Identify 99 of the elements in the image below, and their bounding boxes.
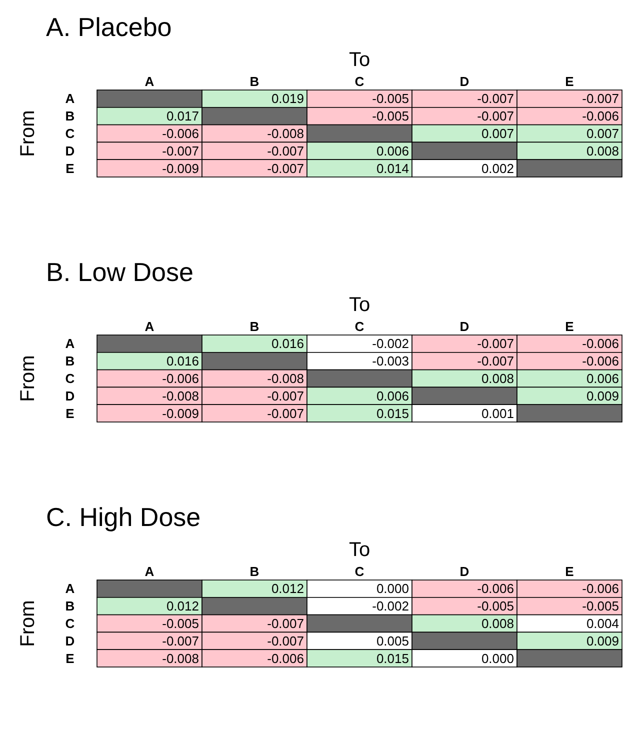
- y-tick-label: E: [66, 650, 75, 666]
- x-tick-label: A: [144, 319, 155, 334]
- data-label: 0.015: [376, 406, 409, 421]
- data-label: 0.015: [376, 650, 409, 666]
- data-label: -0.006: [582, 108, 619, 124]
- y-tick-label: D: [65, 143, 75, 158]
- x-tick-label: C: [354, 319, 365, 334]
- x-tick-label: D: [460, 74, 470, 89]
- chart-title: C. High Dose: [46, 502, 201, 532]
- data-label: -0.009: [162, 406, 199, 421]
- data-label: 0.017: [166, 108, 199, 124]
- data-label: -0.003: [372, 354, 409, 369]
- data-label: 0.002: [481, 160, 514, 176]
- data-label: -0.006: [582, 336, 619, 352]
- x-tick-label: A: [144, 74, 155, 89]
- x-tick-label: B: [250, 564, 260, 579]
- data-label: -0.007: [267, 406, 304, 421]
- data-label: -0.007: [162, 143, 199, 158]
- data-label: -0.005: [372, 108, 409, 124]
- y-tick-label: E: [66, 160, 75, 176]
- y-tick-label: E: [66, 406, 75, 421]
- data-label: 0.012: [166, 598, 199, 614]
- data-label: -0.005: [162, 616, 199, 631]
- y-axis-title: From: [17, 355, 39, 402]
- x-tick-label: B: [250, 319, 260, 334]
- x-axis-title: To: [348, 49, 370, 71]
- data-label: 0.008: [481, 616, 514, 631]
- y-tick-label: C: [65, 126, 76, 141]
- data-label: 0.007: [481, 126, 514, 141]
- data-label: 0.001: [481, 406, 514, 421]
- data-label: -0.006: [267, 650, 304, 666]
- x-axis-title: To: [348, 539, 370, 561]
- data-label: 0.006: [376, 388, 409, 404]
- data-label: 0.014: [376, 160, 409, 176]
- y-tick-label: A: [65, 581, 76, 596]
- data-label: 0.016: [271, 336, 304, 352]
- y-tick-label: C: [65, 616, 76, 631]
- data-label: -0.007: [267, 143, 304, 158]
- data-label: -0.006: [162, 126, 199, 141]
- x-tick-label: A: [144, 564, 155, 579]
- data-label: 0.007: [586, 126, 619, 141]
- data-label: 0.005: [376, 633, 409, 648]
- y-axis-title: From: [17, 600, 39, 647]
- data-label: -0.008: [162, 650, 199, 666]
- data-label: -0.006: [582, 354, 619, 369]
- data-label: 0.000: [376, 581, 409, 596]
- data-label: -0.007: [267, 160, 304, 176]
- data-label: 0.019: [271, 91, 304, 106]
- x-tick-label: B: [250, 74, 260, 89]
- y-axis-title: From: [17, 110, 39, 157]
- data-label: -0.007: [477, 354, 514, 369]
- data-label: -0.007: [477, 108, 514, 124]
- chart-title: B. Low Dose: [46, 257, 194, 287]
- data-label: 0.000: [481, 650, 514, 666]
- x-tick-label: E: [565, 74, 574, 89]
- y-tick-label: B: [65, 354, 75, 369]
- data-label: -0.005: [477, 598, 514, 614]
- data-label: 0.004: [586, 616, 619, 631]
- data-label: -0.002: [372, 598, 409, 614]
- data-label: 0.006: [586, 371, 619, 386]
- data-label: -0.007: [162, 633, 199, 648]
- data-label: 0.008: [481, 371, 514, 386]
- data-label: -0.007: [477, 336, 514, 352]
- y-tick-label: B: [65, 108, 75, 124]
- y-tick-label: D: [65, 388, 75, 404]
- data-label: 0.012: [271, 581, 304, 596]
- x-tick-label: D: [460, 319, 470, 334]
- data-label: -0.006: [162, 371, 199, 386]
- data-label: -0.007: [267, 616, 304, 631]
- y-tick-label: A: [65, 336, 76, 352]
- x-tick-label: E: [565, 319, 574, 334]
- x-tick-label: D: [460, 564, 470, 579]
- data-label: 0.008: [586, 143, 619, 158]
- y-tick-label: A: [65, 91, 76, 106]
- chart-title: A. Placebo: [46, 12, 172, 42]
- y-tick-label: D: [65, 633, 75, 648]
- data-label: -0.007: [267, 633, 304, 648]
- data-label: 0.009: [586, 633, 619, 648]
- data-label: -0.009: [162, 160, 199, 176]
- x-tick-label: E: [565, 564, 574, 579]
- data-label: -0.006: [477, 581, 514, 596]
- x-tick-label: C: [354, 74, 365, 89]
- x-axis-title: To: [348, 294, 370, 316]
- data-label: -0.006: [582, 581, 619, 596]
- data-label: -0.008: [267, 371, 304, 386]
- data-label: -0.005: [372, 91, 409, 106]
- data-label: -0.008: [162, 388, 199, 404]
- data-label: -0.007: [477, 91, 514, 106]
- data-label: -0.002: [372, 336, 409, 352]
- data-label: -0.008: [267, 126, 304, 141]
- data-label: 0.006: [376, 143, 409, 158]
- data-label: 0.009: [586, 388, 619, 404]
- data-label: 0.016: [166, 354, 199, 369]
- data-label: -0.005: [582, 598, 619, 614]
- x-tick-label: C: [354, 564, 365, 579]
- data-label: -0.007: [582, 91, 619, 106]
- y-tick-label: C: [65, 371, 76, 386]
- data-label: -0.007: [267, 388, 304, 404]
- y-tick-label: B: [65, 598, 75, 614]
